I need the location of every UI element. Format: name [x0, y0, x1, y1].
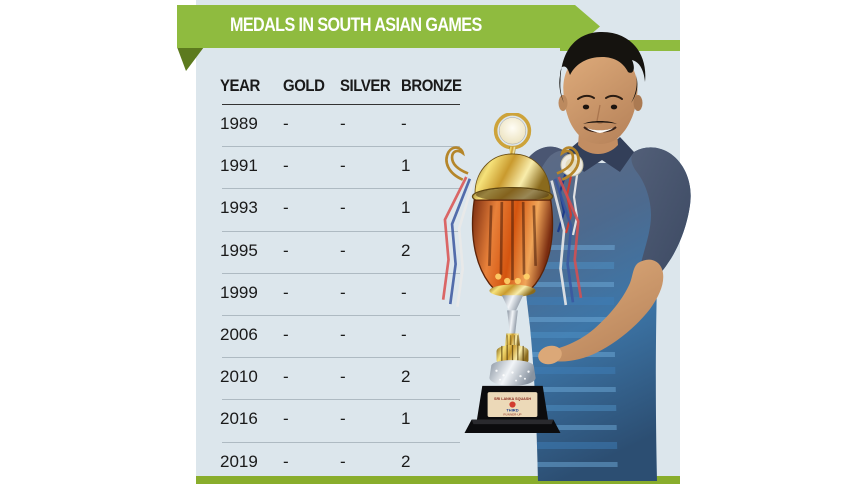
- svg-text:SRI LANKA SQUASH: SRI LANKA SQUASH: [494, 397, 531, 401]
- svg-text:RUNNER-UP: RUNNER-UP: [503, 413, 521, 417]
